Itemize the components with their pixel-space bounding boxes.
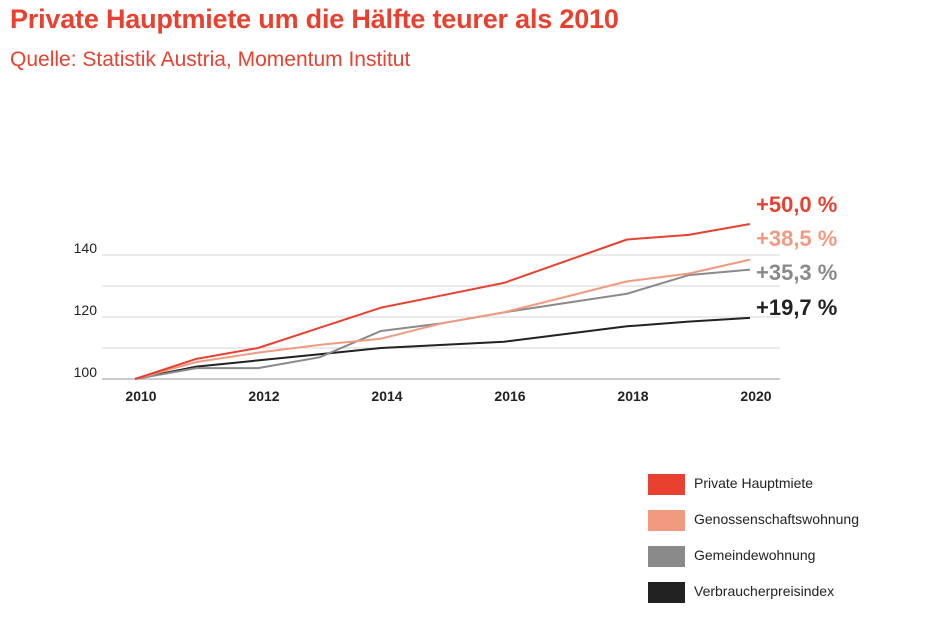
legend-label: Genossenschaftswohnung: [694, 511, 859, 527]
y-tick-label: 140: [74, 240, 98, 256]
x-tick-label: 2018: [617, 388, 648, 404]
legend-swatch: [648, 546, 685, 567]
gridlines: [102, 254, 780, 380]
x-tick-label: 2010: [125, 388, 156, 404]
end-label: +35,3 %: [756, 260, 837, 285]
legend-swatch: [648, 474, 685, 495]
legend-label: Gemeindewohnung: [694, 547, 816, 563]
series-lines: [134, 223, 751, 380]
x-tick-label: 2014: [371, 388, 402, 404]
legend-swatch: [648, 582, 685, 603]
series-line-private-hauptmiete: [134, 223, 751, 380]
x-tick-label: 2020: [740, 388, 771, 404]
end-label: +19,7 %: [756, 295, 837, 320]
y-tick-label: 100: [74, 364, 98, 380]
x-axis-ticks: 2010 2012 2014 2016 2018 2020: [125, 388, 771, 404]
end-label: +50,0 %: [756, 192, 837, 217]
end-labels: +50,0 % +38,5 % +35,3 % +19,7 %: [756, 192, 837, 320]
y-tick-label: 120: [74, 302, 98, 318]
end-label: +38,5 %: [756, 226, 837, 251]
chart-subtitle: Quelle: Statistik Austria, Momentum Inst…: [10, 48, 411, 71]
y-axis-ticks: 100 120 140: [74, 240, 98, 380]
legend-label: Private Hauptmiete: [694, 475, 814, 491]
x-tick-label: 2012: [248, 388, 279, 404]
series-line-genossenschaftswohnung: [134, 258, 751, 380]
x-tick-label: 2016: [494, 388, 525, 404]
series-line-verbraucherpreisindex: [134, 316, 751, 380]
legend-swatch: [648, 510, 685, 531]
legend-label: Verbraucherpreisindex: [694, 583, 835, 599]
chart-title: Private Hauptmiete um die Hälfte teurer …: [10, 4, 619, 34]
